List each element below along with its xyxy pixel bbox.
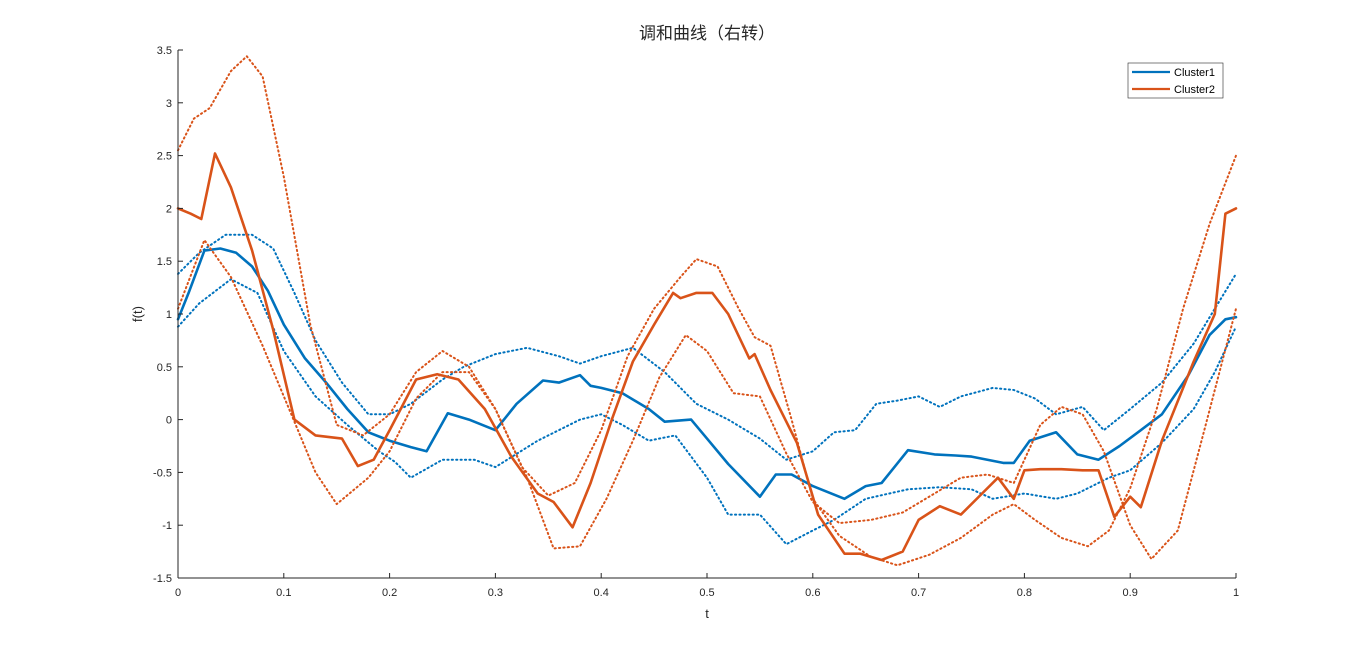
x-tick-label: 0.3 [488, 587, 503, 599]
x-tick-label: 0.2 [382, 587, 397, 599]
x-tick-label: 0.7 [911, 587, 926, 599]
y-tick-label: -0.5 [153, 467, 172, 479]
y-tick-label: 3.5 [157, 45, 172, 57]
y-tick-label: 0 [166, 415, 172, 427]
y-axis-label: f(t) [130, 306, 145, 322]
legend-label-cluster1: Cluster1 [1174, 67, 1215, 79]
y-tick-label: -1 [162, 520, 172, 532]
series-line-0 [176, 247, 1238, 501]
plot-background [178, 50, 1236, 578]
y-tick-label: 1 [166, 309, 172, 321]
y-tick-label: 0.5 [157, 362, 172, 374]
x-axis-label: t [705, 606, 709, 621]
x-tick-label: 0.8 [1017, 587, 1032, 599]
series-bound-5 [177, 239, 1237, 560]
y-tick-label: 3 [166, 98, 172, 110]
series-bound-1 [177, 233, 1237, 461]
x-tick-label: 0.5 [699, 587, 714, 599]
y-ticks: -1.5 -1 -0.5 0 0.5 1 1.5 2 2.5 3 3.5 [153, 45, 183, 585]
y-tick-label: 2.5 [157, 151, 172, 163]
x-ticks: 0 0.1 0.2 0.3 0.4 0.5 0.6 0.7 0.8 0.9 1 [175, 573, 1239, 599]
y-tick-label: 1.5 [157, 256, 172, 268]
x-tick-label: 0.6 [805, 587, 820, 599]
x-tick-label: 1 [1233, 587, 1239, 599]
y-tick-label: -1.5 [153, 573, 172, 585]
chart-title: 调和曲线（右转） [639, 24, 775, 44]
y-tick-label: 2 [166, 203, 172, 215]
x-tick-label: 0 [175, 587, 181, 599]
x-tick-label: 0.9 [1123, 587, 1138, 599]
series-bound-4 [177, 55, 1237, 567]
legend-label-cluster2: Cluster2 [1174, 84, 1215, 96]
x-tick-label: 0.1 [276, 587, 291, 599]
legend: Cluster1 Cluster2 [1127, 62, 1224, 99]
series-line-3 [176, 152, 1238, 562]
legend-box [1127, 62, 1224, 99]
series-layer [176, 55, 1238, 567]
x-tick-label: 0.4 [594, 587, 609, 599]
